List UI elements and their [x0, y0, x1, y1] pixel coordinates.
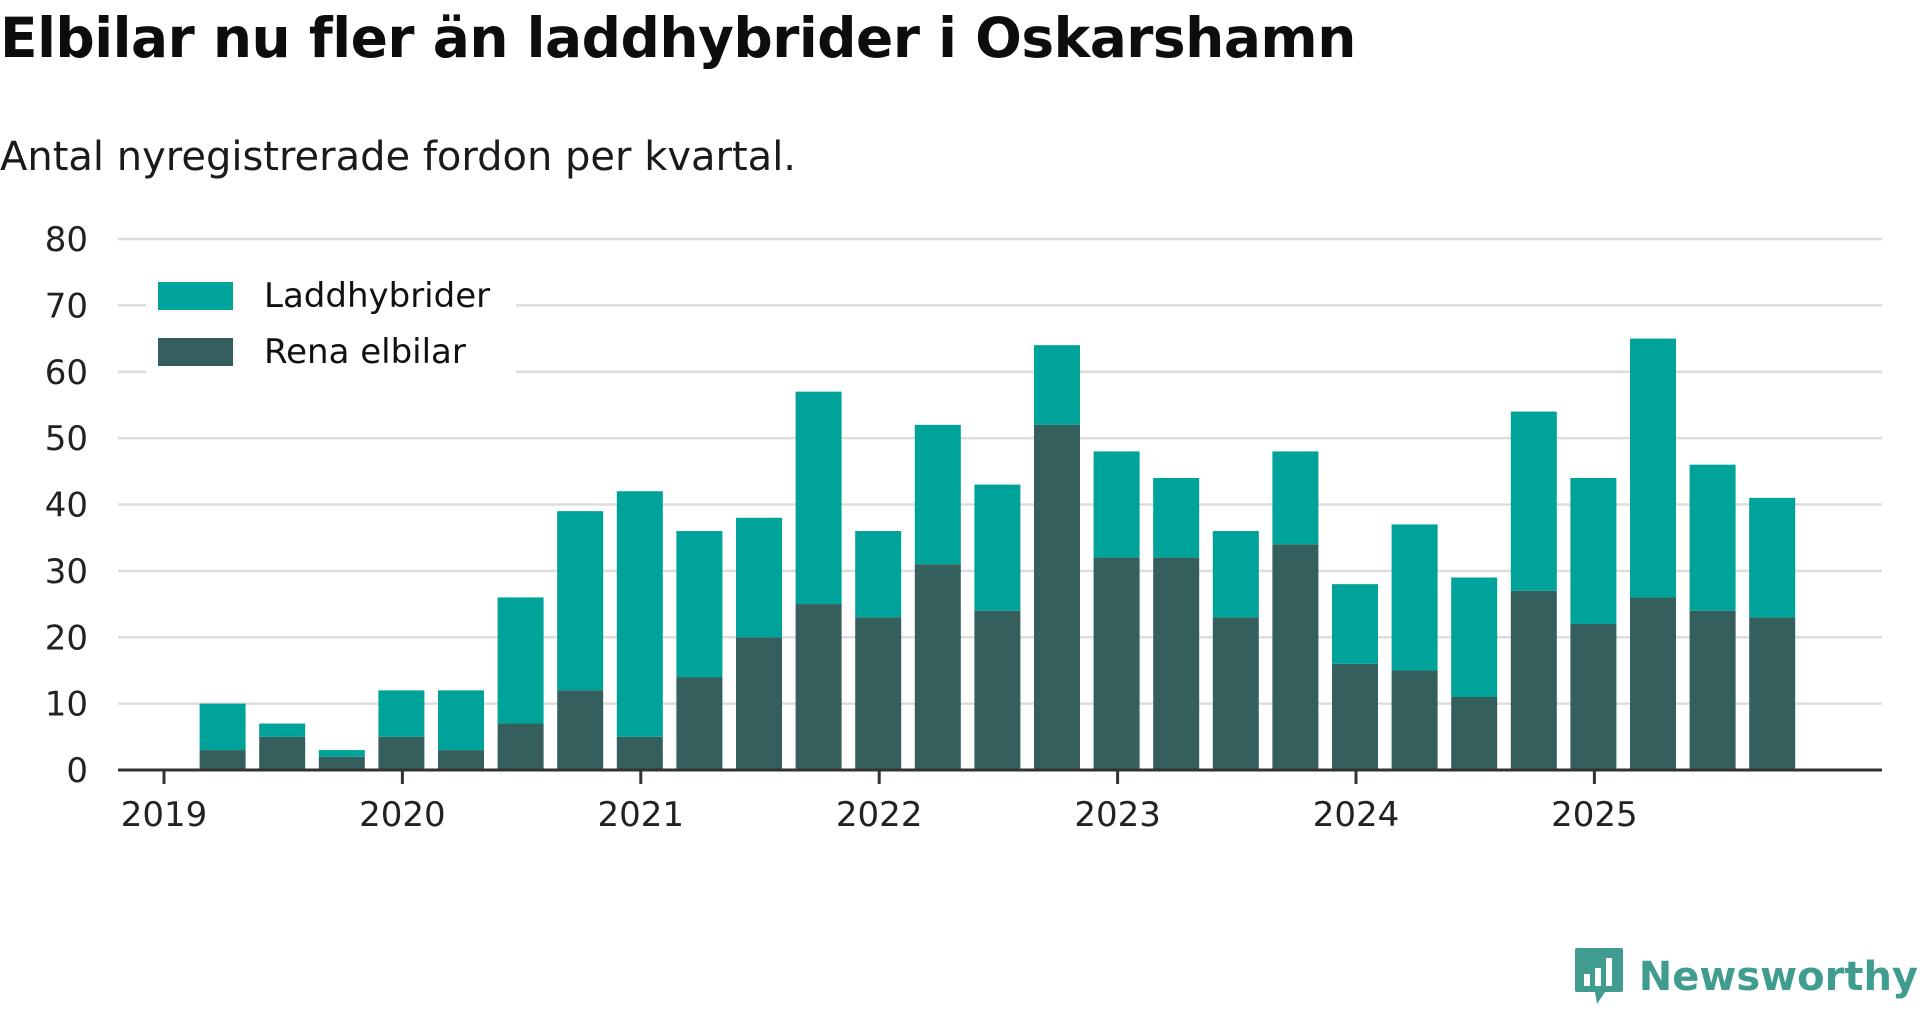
x-tick-label: 2020 — [359, 795, 446, 835]
legend-swatch-rena-elbilar — [158, 338, 233, 366]
legend-label-laddhybrider: Laddhybrider — [264, 276, 490, 316]
chart-title: Elbilar nu fler än laddhybrider i Oskars… — [0, 6, 1356, 70]
bar-laddhybrider — [318, 750, 365, 757]
bar-rena-elbilar — [1451, 696, 1498, 770]
y-tick-label: 20 — [45, 618, 88, 658]
x-tick-label: 2023 — [1074, 795, 1161, 835]
x-tick-label: 2024 — [1313, 795, 1400, 835]
bar-rena-elbilar — [1570, 623, 1617, 770]
bar-laddhybrider — [914, 424, 961, 565]
y-tick-label: 30 — [45, 552, 88, 592]
bar-rena-elbilar — [676, 677, 723, 770]
bar-rena-elbilar — [1272, 544, 1319, 770]
y-tick-label: 80 — [45, 220, 88, 260]
bar-laddhybrider — [1153, 477, 1200, 558]
bar-rena-elbilar — [259, 736, 306, 770]
bar-laddhybrider — [497, 597, 544, 724]
y-tick-label: 10 — [45, 685, 88, 725]
bar-rena-elbilar — [1332, 663, 1378, 770]
bar-laddhybrider — [199, 703, 246, 751]
bar-rena-elbilar — [1034, 424, 1080, 770]
bar-laddhybrider — [1212, 531, 1259, 618]
bar-laddhybrider — [438, 690, 484, 751]
bar-rena-elbilar — [1212, 617, 1259, 770]
bar-laddhybrider — [676, 531, 723, 678]
bar-rena-elbilar — [1153, 557, 1200, 770]
axes: 2019 2020 2021 2022 2023 2024 2025 — [118, 768, 1882, 835]
bar-rena-elbilar — [318, 756, 365, 770]
bar-rena-elbilar — [616, 736, 663, 770]
newsworthy-icon — [1574, 948, 1623, 1004]
chart-subtitle: Antal nyregistrerade fordon per kvartal. — [0, 134, 797, 180]
legend: Laddhybrider Rena elbilar — [146, 270, 516, 374]
bar-rena-elbilar — [1689, 610, 1736, 770]
bar-laddhybrider — [1093, 451, 1140, 558]
bar-rena-elbilar — [1630, 597, 1676, 770]
bar-rena-elbilar — [855, 617, 902, 770]
bar-laddhybrider — [736, 517, 782, 638]
bar-laddhybrider — [1570, 477, 1617, 624]
y-tick-label: 60 — [45, 353, 88, 393]
legend-swatch-laddhybrider — [158, 282, 233, 310]
x-tick-label: 2025 — [1551, 795, 1638, 835]
bar-laddhybrider — [378, 690, 425, 737]
bar-rena-elbilar — [557, 690, 604, 770]
bar-laddhybrider — [795, 391, 842, 605]
bar-rena-elbilar — [497, 723, 544, 770]
bar-laddhybrider — [855, 531, 902, 618]
bar-laddhybrider — [259, 723, 306, 737]
bar-rena-elbilar — [1391, 670, 1438, 770]
bar-rena-elbilar — [914, 564, 961, 770]
x-tick-label: 2022 — [836, 795, 923, 835]
x-tick-label: 2021 — [598, 795, 685, 835]
bar-rena-elbilar — [1510, 590, 1557, 770]
newsworthy-wordmark: Newsworthy — [1638, 954, 1918, 1000]
bar-laddhybrider — [1332, 584, 1378, 664]
y-tick-label: 0 — [66, 751, 88, 791]
bar-laddhybrider — [1034, 345, 1080, 425]
bar-rena-elbilar — [1093, 557, 1140, 770]
bar-laddhybrider — [974, 484, 1021, 611]
bar-laddhybrider — [1630, 338, 1676, 598]
bar-rena-elbilar — [974, 610, 1021, 770]
bar-rena-elbilar — [795, 604, 842, 770]
bar-rena-elbilar — [438, 750, 484, 770]
bar-laddhybrider — [1749, 497, 1796, 618]
bar-laddhybrider — [1272, 451, 1319, 545]
x-tick-label: 2019 — [121, 795, 208, 835]
bar-rena-elbilar — [199, 750, 246, 770]
bar-laddhybrider — [1451, 577, 1498, 697]
bars — [199, 338, 1796, 770]
bar-laddhybrider — [1689, 464, 1736, 611]
y-tick-label: 40 — [45, 486, 88, 526]
y-tick-label: 70 — [45, 286, 88, 326]
bar-laddhybrider — [1510, 411, 1557, 591]
legend-label-rena-elbilar: Rena elbilar — [264, 332, 466, 372]
bar-rena-elbilar — [378, 736, 425, 770]
bar-laddhybrider — [557, 511, 604, 691]
newsworthy-logo: Newsworthy — [1573, 946, 1918, 1008]
bar-laddhybrider — [616, 491, 663, 737]
bar-rena-elbilar — [736, 637, 782, 770]
y-tick-label: 50 — [45, 419, 88, 459]
bar-rena-elbilar — [1749, 617, 1796, 770]
bar-laddhybrider — [1391, 524, 1438, 671]
